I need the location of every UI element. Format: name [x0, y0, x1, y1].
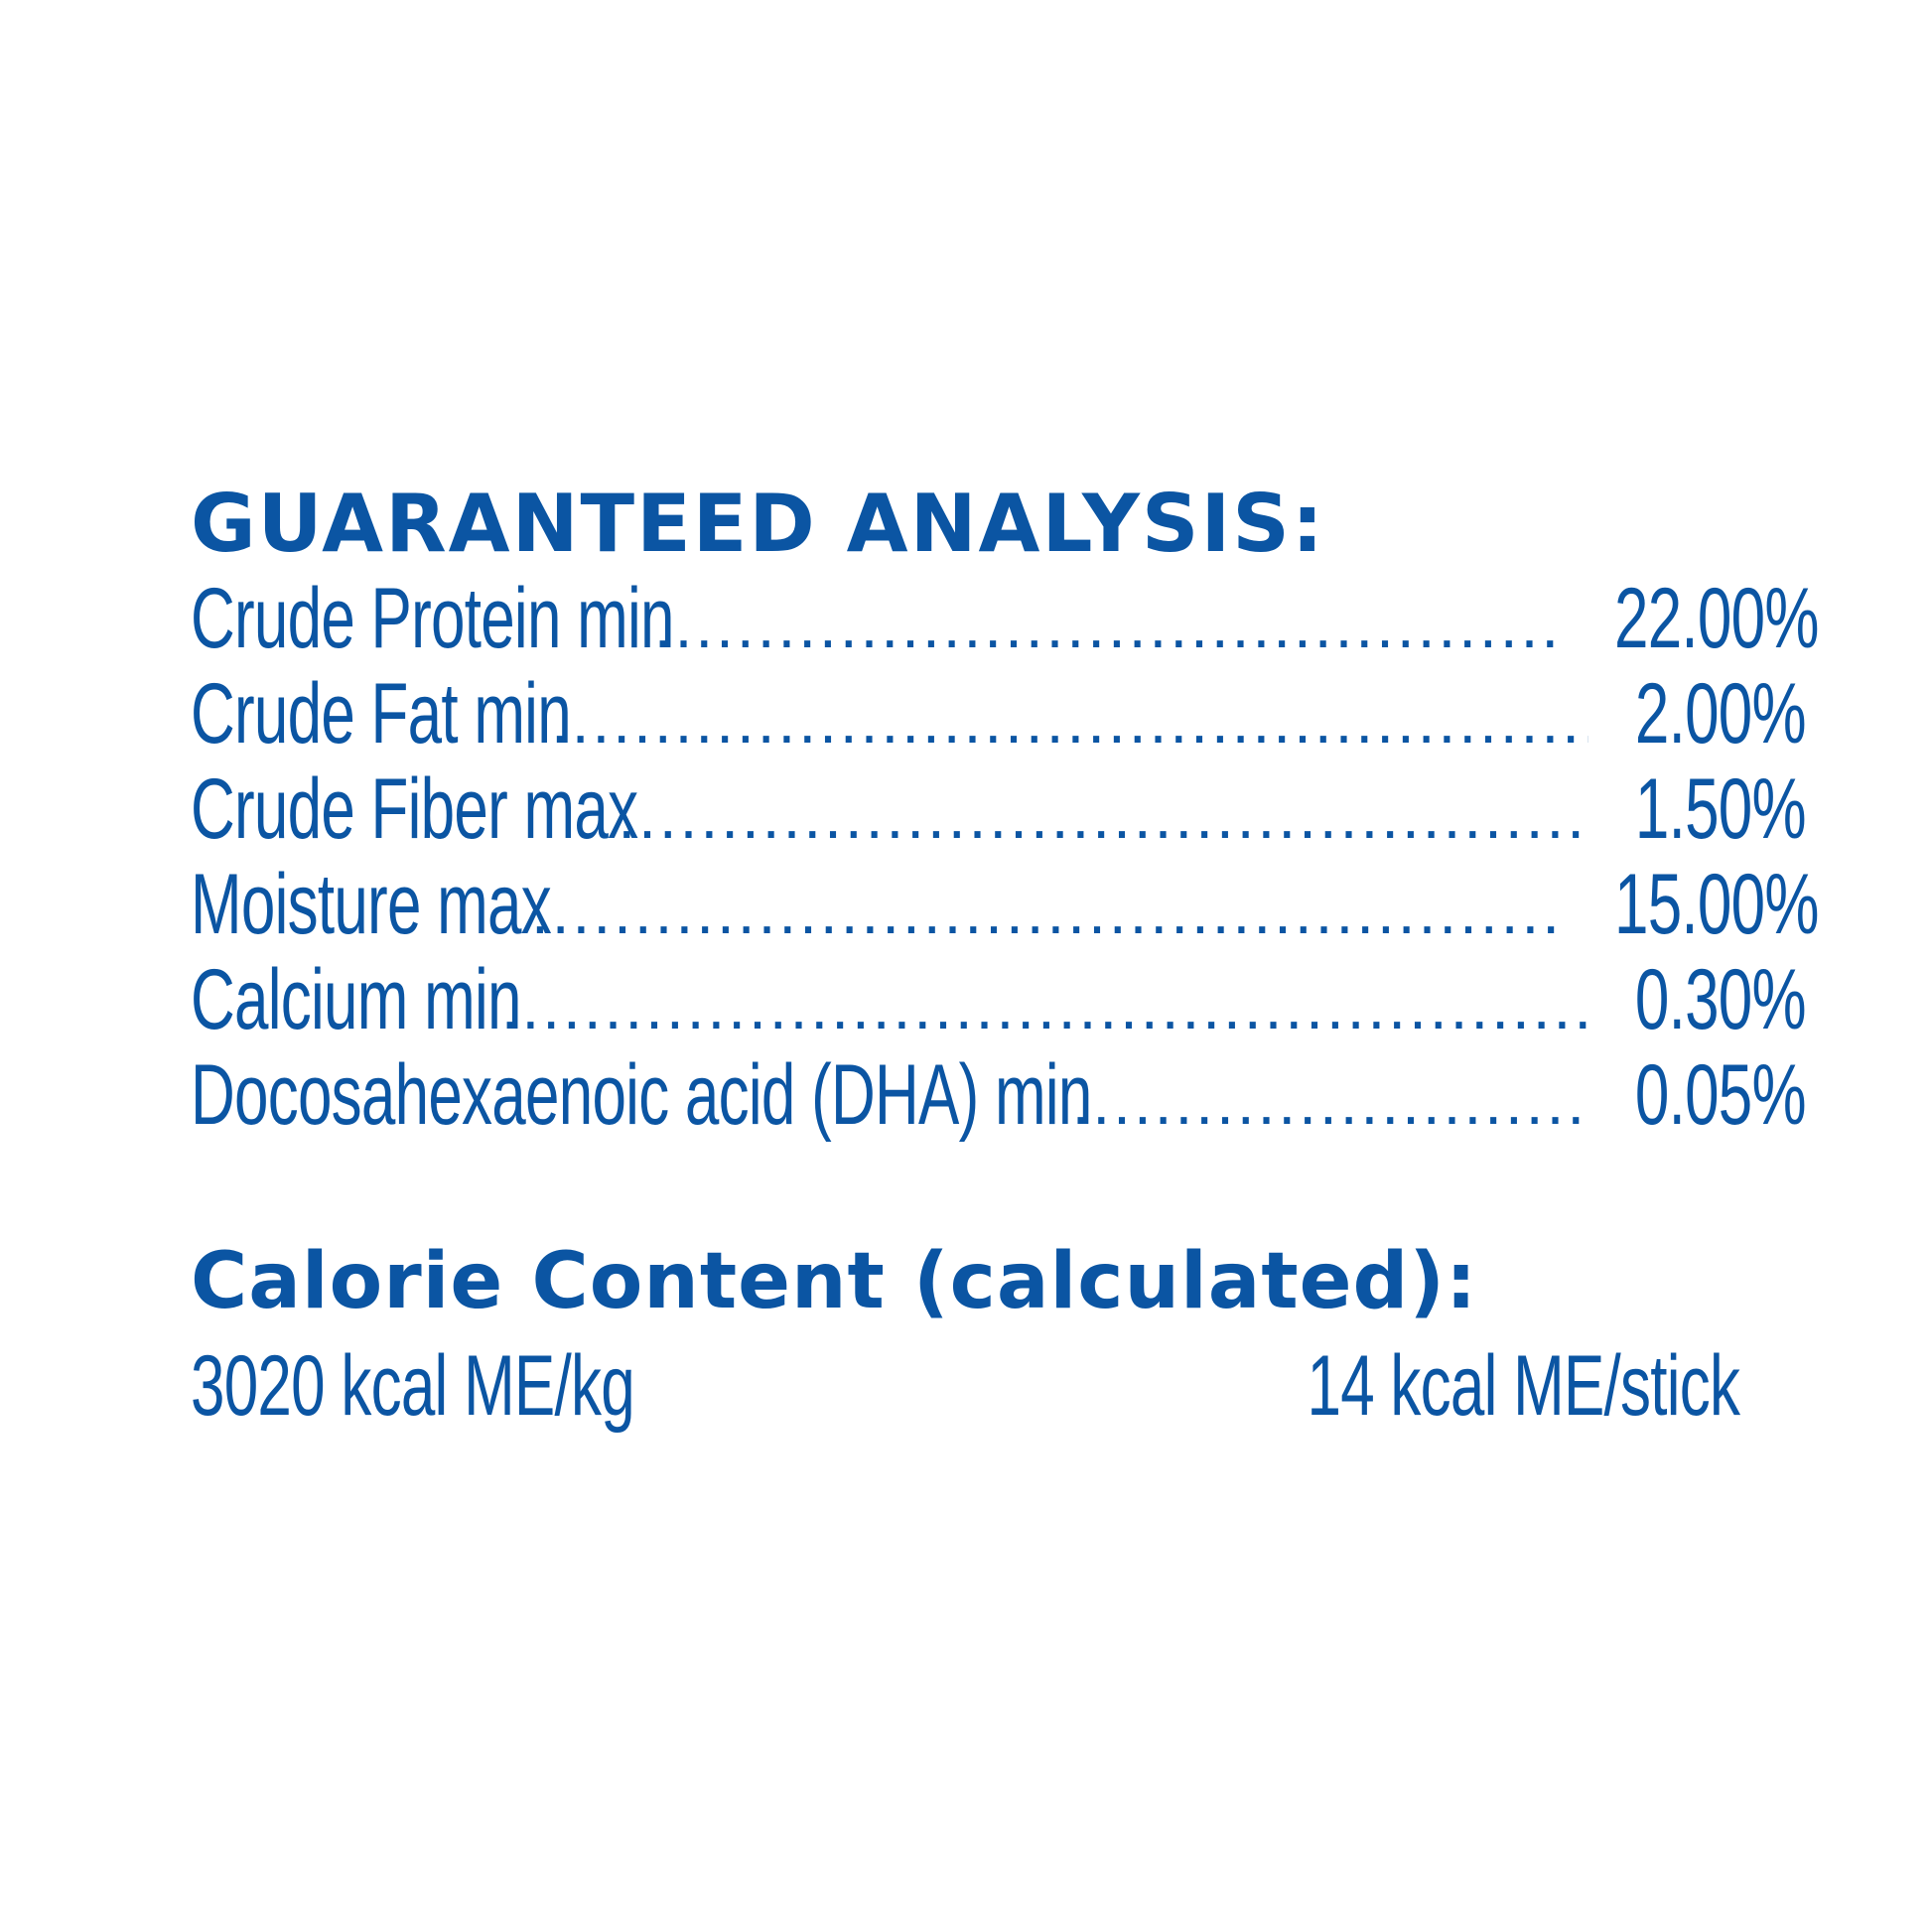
analysis-row: Crude Protein min.......................… [191, 571, 1820, 666]
calorie-per-kg: 3020 kcal ME/kg [191, 1338, 635, 1434]
calorie-per-stick: 14 kcal ME/stick [1307, 1338, 1740, 1434]
nutrient-value: 0.05% [1634, 1047, 1807, 1143]
dot-leader: ........................................… [618, 780, 1589, 852]
calorie-heading: Calorie Content (calculated): [191, 1237, 1478, 1326]
nutrient-value: 15.00% [1614, 857, 1819, 952]
nutrient-label: Crude Protein min [191, 571, 675, 666]
nutrient-value: 0.30% [1634, 952, 1807, 1047]
dot-leader: ........................................… [530, 876, 1556, 947]
analysis-row: Moisture max............................… [191, 857, 1820, 952]
analysis-row: Crude Fat min...........................… [191, 666, 1807, 761]
calorie-section: Calorie Content (calculated): 3020 kcal … [191, 1237, 1740, 1434]
analysis-table: Crude Protein min.......................… [191, 571, 1820, 1143]
dot-leader: ........................................… [653, 590, 1556, 661]
dot-leader: ........................................… [550, 685, 1588, 757]
nutrient-value: 2.00% [1634, 666, 1807, 761]
nutrient-label: Docosahexaenoic acid (DHA) min [191, 1047, 1092, 1143]
nutrient-label: Crude Fat min [191, 666, 572, 761]
heading-text: GUARANTEED ANALYSIS: [191, 478, 1325, 570]
nutrient-label: Calcium min [191, 952, 521, 1047]
nutrient-value: 1.50% [1634, 761, 1807, 857]
nutrient-label: Crude Fiber max [191, 761, 638, 857]
dot-leader: ........................................… [500, 971, 1589, 1042]
nutrient-value: 22.00% [1614, 571, 1819, 666]
guaranteed-analysis-heading: GUARANTEED ANALYSIS: [191, 484, 1739, 564]
analysis-row: Crude Fiber max.........................… [191, 761, 1807, 857]
analysis-row: Docosahexaenoic acid (DHA) min..........… [191, 1047, 1807, 1143]
analysis-row: Calcium min.............................… [191, 952, 1807, 1047]
nutrient-label: Moisture max [191, 857, 552, 952]
dot-leader: ........................................… [1071, 1066, 1588, 1138]
